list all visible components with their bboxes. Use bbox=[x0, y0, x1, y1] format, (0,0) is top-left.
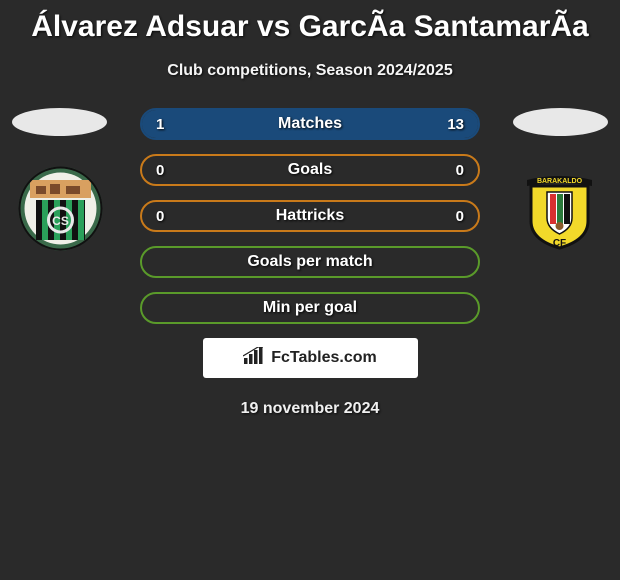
stat-row-goals: 0 Goals 0 bbox=[140, 154, 480, 186]
stat-row-goals-per-match: Goals per match bbox=[140, 246, 480, 278]
svg-text:CF: CF bbox=[553, 238, 566, 249]
comparison-container: CS BARAKALDO CF 1 Matches 13 0 bbox=[0, 108, 620, 418]
stats-list: 1 Matches 13 0 Goals 0 0 Hattricks 0 Goa… bbox=[140, 108, 480, 324]
left-player-ellipse bbox=[12, 108, 107, 136]
stat-label: Goals per match bbox=[142, 253, 478, 271]
stat-right-value: 0 bbox=[456, 162, 464, 179]
stat-right-value: 13 bbox=[447, 116, 464, 133]
footer-date: 19 november 2024 bbox=[0, 400, 620, 418]
stat-row-matches: 1 Matches 13 bbox=[140, 108, 480, 140]
right-player-ellipse bbox=[513, 108, 608, 136]
brand-box: FcTables.com bbox=[203, 338, 418, 378]
svg-text:BARAKALDO: BARAKALDO bbox=[537, 178, 583, 185]
stat-label: Min per goal bbox=[142, 299, 478, 317]
right-club-crest: BARAKALDO CF bbox=[517, 166, 602, 251]
left-club-crest: CS bbox=[18, 166, 103, 251]
stat-row-min-per-goal: Min per goal bbox=[140, 292, 480, 324]
page-title: Álvarez Adsuar vs GarcÃ­a SantamarÃ­a bbox=[0, 0, 620, 44]
stat-label: Matches bbox=[142, 115, 478, 133]
stat-label: Goals bbox=[142, 161, 478, 179]
brand-text: FcTables.com bbox=[271, 349, 377, 367]
bar-chart-icon bbox=[243, 347, 265, 370]
stat-label: Hattricks bbox=[142, 207, 478, 225]
stat-row-hattricks: 0 Hattricks 0 bbox=[140, 200, 480, 232]
stat-right-value: 0 bbox=[456, 208, 464, 225]
page-subtitle: Club competitions, Season 2024/2025 bbox=[0, 62, 620, 80]
svg-text:CS: CS bbox=[52, 214, 69, 228]
